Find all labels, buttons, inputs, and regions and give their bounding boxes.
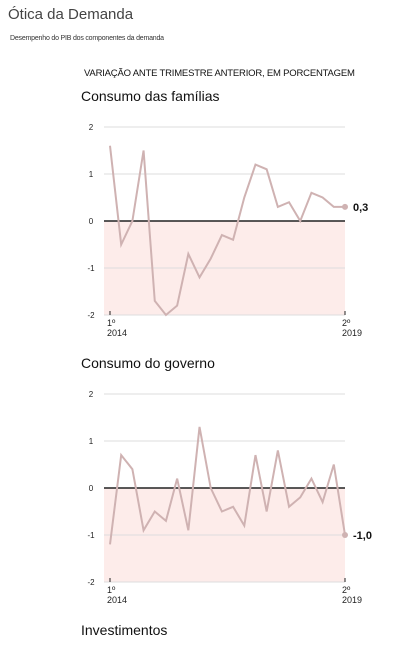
- note: VARIAÇÃO ANTE TRIMESTRE ANTERIOR, EM POR…: [84, 68, 355, 79]
- y-tick-label: 2: [89, 123, 94, 132]
- chart-title: Consumo das famílias: [81, 88, 220, 104]
- y-tick-label: 0: [89, 484, 94, 493]
- x-tick-label: 2º 2019: [342, 585, 363, 605]
- y-tick-label: 1: [89, 437, 94, 446]
- y-tick-label: -1: [87, 264, 95, 273]
- page-subtitle: Desempenho do PIB dos componentes da dem…: [10, 35, 164, 42]
- page-title: Ótica da Demanda: [8, 6, 134, 23]
- y-tick-label: 2: [89, 390, 94, 399]
- y-tick-label: 1: [89, 170, 94, 179]
- chart-title: Consumo do governo: [81, 355, 215, 371]
- x-tick-label: 2º 2019: [342, 318, 363, 338]
- value-label: 0,3: [353, 202, 368, 214]
- y-tick-label: -2: [87, 578, 95, 587]
- x-tick-label: 1º 2014: [107, 585, 128, 605]
- chart-title: Investimentos: [81, 622, 168, 638]
- y-tick-label: 0: [89, 217, 94, 226]
- series-line: [109, 145, 345, 317]
- value-label: -1,0: [353, 530, 372, 542]
- y-tick-label: -2: [87, 311, 95, 320]
- series-line: [109, 426, 346, 545]
- end-point: [342, 532, 348, 538]
- end-point: [342, 203, 348, 210]
- x-tick-label: 1º 2014: [107, 318, 128, 338]
- y-tick-label: -1: [87, 531, 95, 540]
